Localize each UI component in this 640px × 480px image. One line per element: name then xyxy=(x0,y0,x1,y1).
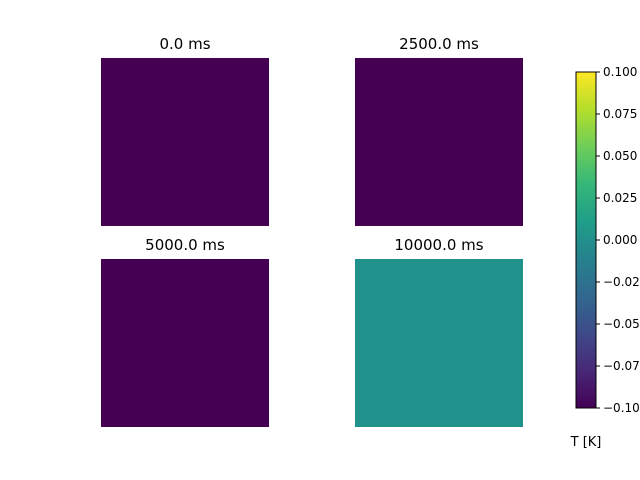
panel-title: 5000.0 ms xyxy=(145,236,225,254)
heatmap-cell xyxy=(101,58,269,226)
heatmap-panel-1: 2500.0 ms xyxy=(355,35,523,226)
panel-title: 2500.0 ms xyxy=(399,35,479,53)
heatmap-cell xyxy=(355,259,523,427)
heatmap-panel-2: 5000.0 ms xyxy=(101,236,269,427)
panel-title: 10000.0 ms xyxy=(394,236,483,254)
colorbar-gradient xyxy=(575,71,597,409)
colorbar-tick-label: 0.075 xyxy=(603,107,637,121)
colorbar-tick-label: −0.050 xyxy=(603,317,640,331)
colorbar-tick-label: 0.050 xyxy=(603,149,637,163)
panel-title: 0.0 ms xyxy=(159,35,210,53)
colorbar-tick-label: −0.075 xyxy=(603,359,640,373)
heatmap-panel-3: 10000.0 ms xyxy=(355,236,523,427)
heatmap-panel-0: 0.0 ms xyxy=(101,35,269,226)
colorbar-tick-label: −0.025 xyxy=(603,275,640,289)
colorbar-ticks: −0.100 −0.075 −0.050 −0.025 0.000 0.025 0.050 0… xyxy=(596,65,640,415)
colorbar: −0.100 −0.075 −0.050 −0.025 0.000 0.025 0.050 0… xyxy=(570,65,640,450)
colorbar-tick-label: 0.000 xyxy=(603,233,637,247)
colorbar-label: T [K] xyxy=(570,435,602,450)
heatmap-cell xyxy=(101,259,269,427)
colorbar-tick-label: 0.025 xyxy=(603,191,637,205)
colorbar-tick-label: −0.100 xyxy=(603,401,640,415)
colorbar-tick-label: 0.100 xyxy=(603,65,637,79)
heatmap-cell xyxy=(355,58,523,226)
